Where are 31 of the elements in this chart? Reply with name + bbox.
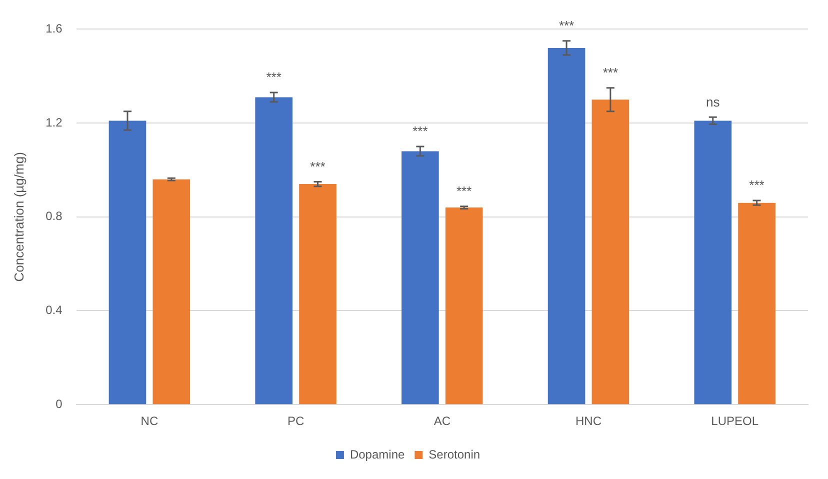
bar	[108, 120, 146, 404]
bar	[152, 179, 190, 404]
x-tick-label: AC	[434, 414, 451, 428]
y-axis-title: Concentration (µg/mg)	[11, 152, 26, 282]
x-tick-label: HNC	[575, 414, 602, 428]
legend-label: Serotonin	[428, 447, 480, 462]
bar	[592, 100, 630, 404]
bar	[255, 97, 293, 404]
annotation: ***	[310, 158, 326, 174]
annotation: ***	[266, 70, 282, 85]
annotation: ***	[602, 64, 618, 80]
y-tick-label: 1.2	[46, 115, 63, 130]
bar	[402, 151, 439, 404]
annotation: ***	[749, 178, 764, 193]
annotation: ***	[456, 183, 472, 198]
bar	[299, 184, 336, 404]
bar	[445, 208, 483, 404]
bar	[738, 202, 776, 404]
bar	[548, 48, 586, 404]
annotation: ***	[558, 18, 574, 34]
x-tick-label: LUPEOL	[711, 414, 759, 428]
annotation: ns	[706, 94, 720, 110]
annotation: ***	[412, 124, 428, 139]
y-tick-label: 0.4	[46, 303, 63, 318]
y-tick-label: 0	[56, 396, 63, 411]
bar	[694, 120, 732, 404]
y-tick-label: 0.8	[46, 209, 63, 224]
y-tick-label: 1.6	[46, 22, 63, 36]
x-tick-label: PC	[287, 414, 304, 428]
legend-label: Dopamine	[350, 447, 405, 462]
x-tick-label: NC	[140, 414, 158, 428]
